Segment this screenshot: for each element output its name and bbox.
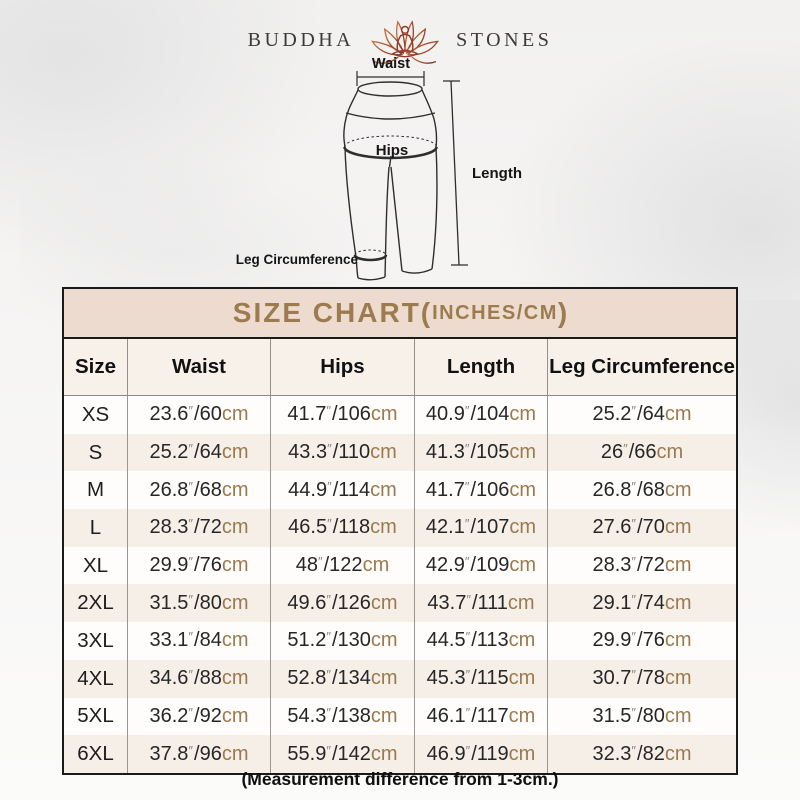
table-row: M 26.8 ″/68 cm 44.9 ″/114 cm 41.7 ″/106 cm 26.8 ″/6… <box>64 471 736 510</box>
measurement-cell: 43.7 ″/111 cm <box>414 584 547 623</box>
column-header-length: Length <box>414 339 547 395</box>
measurement-cell: 30.7 ″/78 cm <box>547 659 736 698</box>
hips-label: Hips <box>375 142 409 159</box>
measurement-cell: 46.9 ″/119 cm <box>414 735 547 773</box>
size-cell: M <box>86 478 105 502</box>
column-header-leg-circumference: Leg Circumference <box>547 339 736 395</box>
measurement-cell: 29.9 ″/76 cm <box>127 546 270 585</box>
size-cell: S <box>88 440 103 464</box>
measurement-cell: 48 ″/122 cm <box>270 546 414 585</box>
table-row: S 25.2 ″/64 cm 43.3 ″/110 cm 41.3 ″/105 cm 26 ″/66 c… <box>64 433 736 472</box>
size-chart-title: SIZE CHART( <box>232 297 433 328</box>
table-row: XL 29.9 ″/76 cm 48 ″/122 cm 42.9 ″/109 cm 28.3 ″/72… <box>64 546 736 585</box>
measurement-cell: 41.7 ″/106 cm <box>414 471 547 510</box>
measurement-cell: 46.5 ″/118 cm <box>270 509 414 547</box>
measurement-cell: 40.9 ″/104 cm <box>414 396 547 434</box>
size-cell: 6XL <box>77 742 114 766</box>
size-cell: 2XL <box>77 591 114 615</box>
size-chart-table: SIZE CHART( INCHES/CM ) Size Waist Hips … <box>62 287 738 775</box>
measurement-cell: 31.5 ″/80 cm <box>127 584 270 623</box>
measurement-cell: 44.5 ″/113 cm <box>414 622 547 660</box>
brand-header: BUDDHA STONES <box>0 10 800 70</box>
size-cell: XS <box>81 402 110 426</box>
measurement-cell: 41.3 ″/105 cm <box>414 433 547 472</box>
measurement-cell: 55.9 ″/142 cm <box>270 735 414 773</box>
measurement-cell: 31.5 ″/80 cm <box>547 697 736 736</box>
size-chart-title-unit: INCHES/CM <box>432 301 558 324</box>
column-header-size: Size <box>74 355 117 378</box>
size-cell: 4XL <box>77 666 114 690</box>
leg-circumference-label: Leg Circumference <box>235 252 358 267</box>
measurement-cell: 42.1 ″/107 cm <box>414 509 547 547</box>
table-row: 3XL 33.1 ″/84 cm 51.2 ″/130 cm 44.5 ″/113 cm 29.9 ″… <box>64 622 736 660</box>
brand-name-right: STONES <box>456 28 553 51</box>
measurement-cell: 27.6 ″/70 cm <box>547 509 736 547</box>
size-cell: 3XL <box>77 628 114 652</box>
pants-measurement-diagram: Waist Hips Length Leg Circumference <box>230 55 530 290</box>
measurement-cell: 26.8 ″/68 cm <box>127 471 270 510</box>
table-row: 5XL 36.2 ″/92 cm 54.3 ″/138 cm 46.1 ″/117 cm 31.5 ″… <box>64 697 736 736</box>
length-label: Length <box>472 165 522 182</box>
column-header-waist: Waist <box>127 339 270 395</box>
table-row: 4XL 34.6 ″/88 cm 52.8 ″/134 cm 45.3 ″/115 cm 30.7 ″… <box>64 659 736 698</box>
measurement-cell: 54.3 ″/138 cm <box>270 697 414 736</box>
length-measure-line <box>443 80 468 266</box>
measurement-cell: 51.2 ″/130 cm <box>270 622 414 660</box>
measurement-cell: 52.8 ″/134 cm <box>270 659 414 698</box>
waist-label: Waist <box>371 56 411 72</box>
measurement-cell: 33.1 ″/84 cm <box>127 622 270 660</box>
measurement-cell: 26 ″/66 cm <box>547 433 736 472</box>
measurement-cell: 42.9 ″/109 cm <box>414 546 547 585</box>
measurement-cell: 23.6 ″/60 cm <box>127 396 270 434</box>
measurement-cell: 45.3 ″/115 cm <box>414 659 547 698</box>
table-row: 2XL 31.5 ″/80 cm 49.6 ″/126 cm 43.7 ″/111 cm 29.1 ″… <box>64 584 736 623</box>
size-cell: 5XL <box>77 704 114 728</box>
column-header-hips: Hips <box>270 339 414 395</box>
measurement-note: (Measurement difference from 1-3cm.) <box>241 769 559 789</box>
measurement-cell: 26.8 ″/68 cm <box>547 471 736 510</box>
table-row: XS 23.6 ″/60 cm 41.7 ″/106 cm 40.9 ″/104 cm 25.2 ″ /… <box>64 396 736 434</box>
measurement-cell: 36.2 ″/92 cm <box>127 697 270 736</box>
measurement-cell: 32.3 ″/82 cm <box>547 735 736 773</box>
measurement-cell: 29.9 ″/76 cm <box>547 622 736 660</box>
table-row: L 28.3 ″/72 cm 46.5 ″/118 cm 42.1 ″/107 cm 27.6 ″/7… <box>64 509 736 547</box>
measurement-cell: 28.3 ″/72 cm <box>127 509 270 547</box>
measurement-cell: 34.6 ″/88 cm <box>127 659 270 698</box>
measurement-cell: 41.7 ″/106 cm <box>270 396 414 434</box>
measurement-cell: 44.9 ″/114 cm <box>270 471 414 510</box>
brand-name-left: BUDDHA <box>247 28 355 51</box>
measurement-cell: 43.3 ″/110 cm <box>270 433 414 472</box>
measurement-cell: 25.2 ″/64 cm <box>127 433 270 472</box>
size-cell: L <box>89 515 102 539</box>
size-cell: XL <box>82 553 109 577</box>
measurement-cell: 28.3 ″/72 cm <box>547 546 736 585</box>
waist-bracket <box>356 71 425 86</box>
lotus-meditation-icon <box>371 20 440 64</box>
table-header-row: Size Waist Hips Length Leg Circumference <box>64 339 736 396</box>
measurement-cell: 37.8 ″/96 cm <box>127 735 270 773</box>
measurement-cell: 49.6 ″/126 cm <box>270 584 414 623</box>
size-table-body: XS 23.6 ″/60 cm 41.7 ″/106 cm 40.9 ″/104 cm 25.2 ″ /… <box>64 396 736 773</box>
size-chart-title-bar: SIZE CHART( INCHES/CM ) <box>64 289 736 339</box>
size-chart-title-paren: ) <box>557 297 568 328</box>
measurement-cell: 46.1 ″/117 cm <box>414 697 547 736</box>
measurement-cell: 25.2 ″/64 cm <box>547 396 736 434</box>
measurement-cell: 29.1 ″/74 cm <box>547 584 736 623</box>
pants-diagram-drawing <box>343 71 468 281</box>
table-row: 6XL 37.8 ″/96 cm 55.9 ″/142 cm 46.9 ″/119 cm 32.3 ″… <box>64 735 736 773</box>
